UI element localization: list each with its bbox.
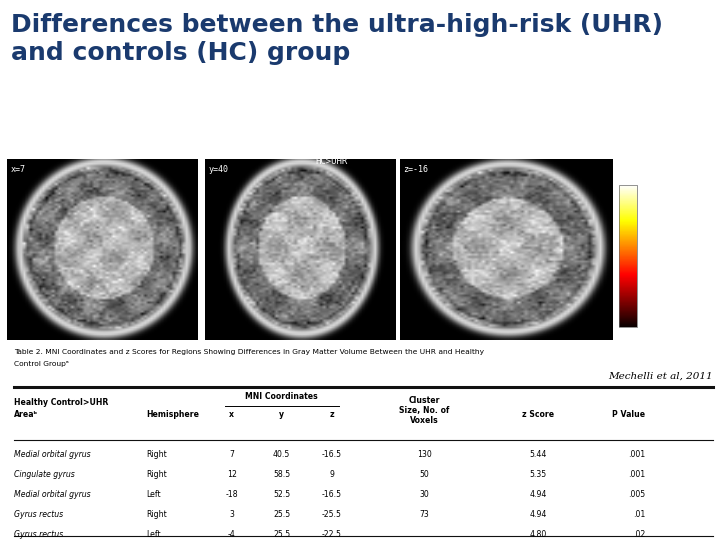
Text: .005: .005 [628,490,645,499]
Text: -16.5: -16.5 [322,490,341,499]
Text: y=40: y=40 [209,165,229,174]
Text: 7: 7 [229,450,234,459]
Text: 130: 130 [417,450,431,459]
Text: Gyrus rectus: Gyrus rectus [14,510,63,519]
Text: 12: 12 [227,470,237,479]
Text: x=7: x=7 [11,165,26,174]
Text: Areaᵇ: Areaᵇ [14,410,38,418]
Text: P Value: P Value [612,410,645,418]
Text: x: x [229,410,234,418]
Text: Table 2. MNI Coordinates and z Scores for Regions Showing Differences in Gray Ma: Table 2. MNI Coordinates and z Scores fo… [14,349,485,355]
Text: 50: 50 [419,470,429,479]
Text: 25.5: 25.5 [273,530,290,539]
Text: 4.94: 4.94 [529,490,547,499]
Text: 4.94: 4.94 [529,510,547,519]
Text: Right: Right [146,510,167,519]
Text: MNI Coordinates: MNI Coordinates [246,393,318,401]
Text: 73: 73 [419,510,429,519]
Text: Gyrus rectus: Gyrus rectus [14,530,63,539]
Text: z Score: z Score [522,410,554,418]
Text: .001: .001 [628,470,645,479]
Text: 3: 3 [229,510,234,519]
Text: -22.5: -22.5 [322,530,341,539]
Text: HC>UHR: HC>UHR [315,157,347,166]
Text: Healthy Control>UHR: Healthy Control>UHR [14,398,109,407]
Text: Medial orbital gyrus: Medial orbital gyrus [14,450,91,459]
Text: 9: 9 [329,470,334,479]
Text: Left: Left [146,530,161,539]
Text: Medial orbital gyrus: Medial orbital gyrus [14,490,91,499]
Text: .02: .02 [633,530,645,539]
Text: Hemisphere: Hemisphere [146,410,199,418]
Text: Right: Right [146,450,167,459]
Text: Control Groupᵃ: Control Groupᵃ [14,361,69,367]
Text: 5.35: 5.35 [530,470,546,479]
Text: -4: -4 [228,530,235,539]
Text: z=-16: z=-16 [403,165,428,174]
Text: y: y [279,410,284,418]
Text: -16.5: -16.5 [322,450,341,459]
Text: Right: Right [146,470,167,479]
Text: Cingulate gyrus: Cingulate gyrus [14,470,75,479]
Text: .01: .01 [633,510,645,519]
Text: 5.44: 5.44 [529,450,547,459]
Text: z: z [329,410,334,418]
Text: 58.5: 58.5 [273,470,290,479]
Text: Left: Left [146,490,161,499]
Text: 4.80: 4.80 [530,530,547,539]
Text: 52.5: 52.5 [273,490,290,499]
Text: -25.5: -25.5 [322,510,341,519]
Text: -18: -18 [225,490,238,499]
Text: 25.5: 25.5 [273,510,290,519]
Text: 30: 30 [419,490,429,499]
Text: Differences between the ultra-high-risk (UHR)
and controls (HC) group: Differences between the ultra-high-risk … [11,13,663,65]
Text: 40.5: 40.5 [273,450,290,459]
Text: Mechelli et al, 2011: Mechelli et al, 2011 [608,372,713,380]
Text: .001: .001 [628,450,645,459]
Text: Cluster
Size, No. of
Voxels: Cluster Size, No. of Voxels [399,396,449,424]
